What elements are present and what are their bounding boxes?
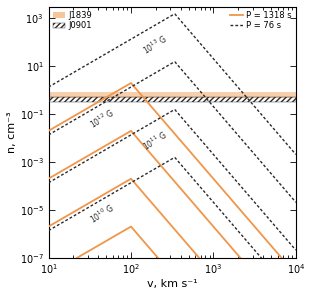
Text: $10^{10}$ G: $10^{10}$ G (88, 202, 117, 226)
Legend: P = 1318 s, P = 76 s: P = 1318 s, P = 76 s (228, 9, 293, 32)
Bar (49, 92, 296, 98)
Text: $10^{12}$ G: $10^{12}$ G (88, 106, 117, 131)
Text: $10^{11}$ G: $10^{11}$ G (140, 128, 169, 153)
Bar (49, 97, 296, 102)
Text: $10^{13}$ G: $10^{13}$ G (140, 32, 169, 57)
Y-axis label: n, cm⁻³: n, cm⁻³ (7, 112, 17, 153)
X-axis label: v, km s⁻¹: v, km s⁻¹ (147, 279, 197, 289)
